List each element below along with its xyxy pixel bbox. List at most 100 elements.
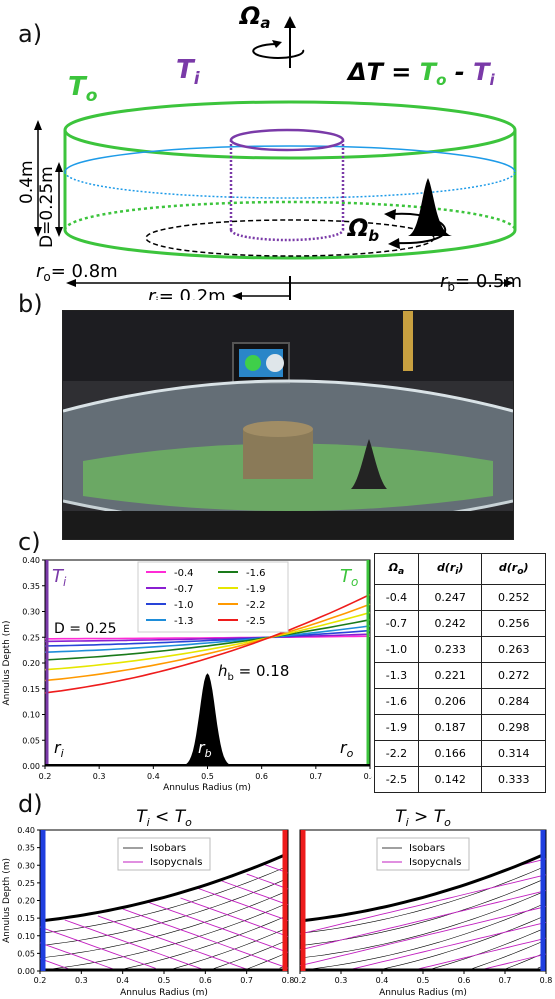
chart-c-legend-label: -1.6 [246,568,266,579]
chart-c-rb-label: rb [198,738,212,760]
depth-table-cell: 0.252 [481,584,546,611]
chart-c-xtick-label: 0.6 [255,772,268,781]
chart-c-series-line [44,593,371,694]
depth-table-cell: -1.3 [374,662,419,689]
chart-d-isopycnal [147,901,289,953]
chart-c-series-line [44,633,371,643]
chart-c-D-label: D = 0.25 [54,621,117,637]
chart-d-xtick-label: 0.5 [417,976,430,985]
depth-table-cell: -2.2 [374,740,419,767]
chart-c-legend-label: -0.7 [174,584,194,595]
chart-d-surface [39,852,289,923]
bump-rotation-arrow [392,212,447,245]
depth-table-cell: -0.4 [374,584,419,611]
chart-c-xtick-label: 0.5 [201,772,214,781]
chart-c-series-line [44,629,371,647]
depth-table-cell: -0.7 [374,610,419,637]
depth-table-row: -0.7 0.242 0.256 [374,610,546,637]
depth-table-cell: -1.0 [374,636,419,663]
chart-d-isopycnal [97,915,247,970]
chart-c-series [44,593,371,694]
chart-d-isopycnal [299,874,547,935]
depth-total-label: 0.4m [17,160,37,204]
panel-label-c: c) [18,528,41,556]
chart-d-title: Ti < To [136,807,192,829]
bump-path [145,219,435,257]
depth-table-cell: 0.298 [481,714,546,741]
radius-ro-arrowhead-right [504,279,514,287]
chart-c-ytick-label: 0.05 [22,736,40,745]
chart-d-left: 0.2 0.3 0.4 0.5 0.6 0.7 0.8 0.00 0.05 0.10 0.15 0.2… [2,807,294,998]
depth-table-header-dro: d(ro) [481,553,546,585]
chart-d-ytick-label: 0.25 [17,879,35,888]
chart-d-xtick-label: 0.8 [540,976,553,985]
chart-d-isopycnal [180,897,289,937]
inner-wall-top [229,128,345,152]
chart-d-isobar [39,865,289,934]
depth-profile-chart: 0.2 0.3 0.4 0.5 0.6 0.7 0.8 0.00 0.05 0.10 0.15 0.2… [2,556,372,793]
depth-table-row: -2.2 0.166 0.314 [374,740,546,767]
depth-table-cell: 0.206 [417,688,483,715]
chart-d-isobar [299,890,547,959]
chart-c-ytick-label: 0.35 [22,582,40,591]
chart-c-ylabel: Annulus Depth (m) [2,620,12,705]
chart-d-xtick-label: 0.2 [294,976,307,985]
chart-d-xtick-label: 0.6 [458,976,471,985]
chart-c-legend-label: -1.9 [246,584,266,595]
delta-T-label: ΔT = To - Ti [346,58,496,89]
bump-rotation-arrowhead-bottom [388,238,400,249]
chart-d-isopycnal [299,906,547,967]
depth-table-cell: 0.233 [417,636,483,663]
chart-d-isopycnal [196,887,289,922]
chart-c-legend-label: -1.0 [174,600,194,611]
depth-table-header-row: Ωa d(ri) d(ro) [374,553,546,585]
rotation-circle-arrowhead [272,40,282,48]
depth-table-row: -2.5 0.142 0.333 [374,766,546,793]
chart-d-ytick-label: 0.20 [17,897,35,906]
chart-c-series-line [45,635,371,640]
chart-c-series-line [44,618,371,661]
chart-d-ytick-label: 0.30 [17,861,35,870]
chart-d-isopycnal [349,921,547,971]
chart-d-isopycnal [64,919,206,971]
depth-table-row: -1.0 0.233 0.263 [374,636,546,663]
r-b-label: rb= 0.5m [440,271,522,294]
chart-d-legend [376,837,470,871]
rotation-axis-arrowhead [284,16,296,28]
r-i-label: ri= 0.2m [148,286,226,300]
chart-d-isobar [299,902,547,971]
chart-c-xtick-label: 0.2 [39,772,52,781]
chart-d-isopycnal [480,953,547,971]
r-o-label: ro= 0.8m [36,261,118,284]
chart-c-ticks: 0.2 0.3 0.4 0.5 0.6 0.7 0.8 0.00 0.05 0.10 0.15 0.2… [22,556,372,781]
chart-d-isobar [172,927,289,970]
depth-table-header-omega: Ωa [374,553,419,585]
chart-d-isobar [39,878,289,946]
chart-c-ytick-label: 0.00 [22,762,40,771]
depth-table-cell: 0.221 [417,662,483,689]
chart-d-xlabel: Annulus Radius (m) [120,988,208,998]
chart-d-xtick-label: 0.7 [240,976,253,985]
chart-d-legend-label: Isobars [150,843,186,854]
chart-c-To-label: To [340,566,358,589]
depth-table-cell: -1.6 [374,688,419,715]
outer-wall-bottom-front [63,229,517,260]
depth-table-cell: 0.333 [481,766,546,793]
panel-label-d: d) [18,790,43,818]
depth-D-arrowhead-top [55,162,63,172]
chart-d-isopycnal [246,873,289,890]
chart-d-surface [299,852,547,923]
chart-d-ytick-label: 0.10 [17,932,35,941]
chart-d-isobar [39,890,289,959]
chart-d-isopycnal [122,908,289,969]
depth-table-row: -1.9 0.187 0.298 [374,714,546,741]
chart-d-xlabel: Annulus Radius (m) [379,988,467,998]
chart-c-xlabel: Annulus Radius (m) [163,783,251,793]
chart-d-isobar [299,878,547,946]
chart-d-ytick-label: 0.15 [17,914,35,923]
chart-d-title: Ti > To [395,807,451,829]
chart-d-ylabel: Annulus Depth (m) [2,858,12,943]
chart-d-isopycnal [299,890,547,951]
chart-c-xtick-label: 0.8 [364,772,372,781]
depth-table-cell: 0.187 [417,714,483,741]
